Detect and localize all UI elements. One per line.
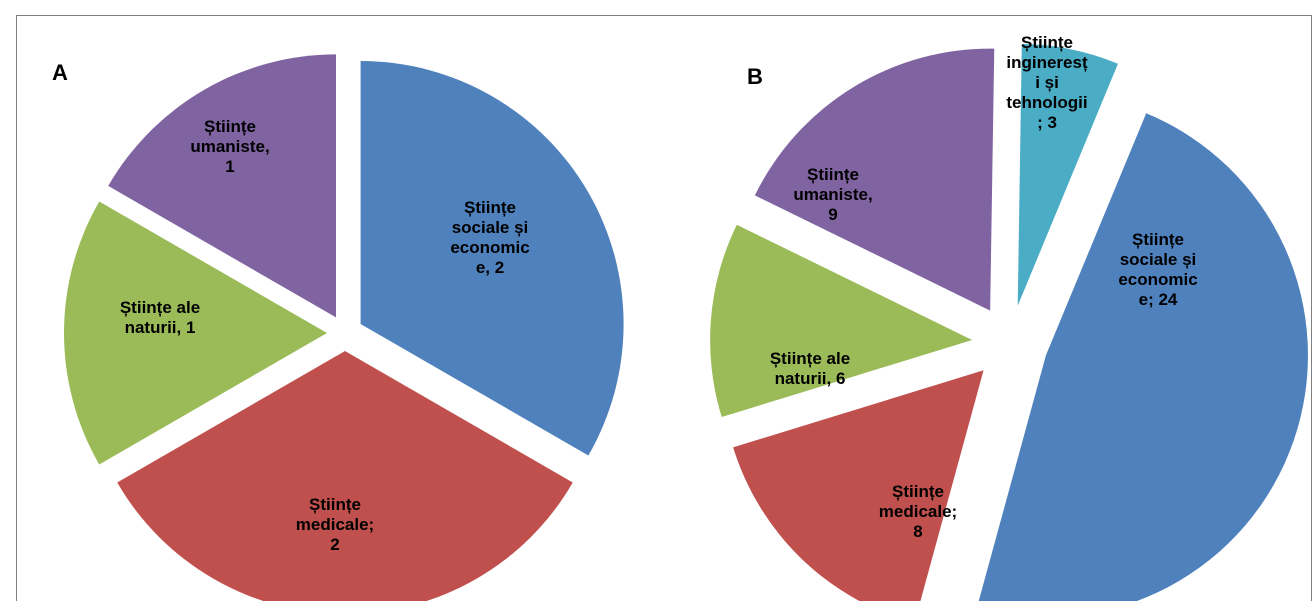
slice-label: Științe ale naturii, 1 [120,298,200,337]
panel-letter-b: B [747,64,763,89]
slice-label-line: medicale; [879,502,957,521]
slice-label: Științe sociale și economic e, 2 [450,198,529,277]
slice-label-line: 2 [330,535,339,554]
slice-label-line: Științe ale [770,349,850,368]
slice-label-line: umaniste, [793,185,872,204]
slice-label: Științe ingineresț i și tehnologii; 3 [1006,33,1088,132]
panel-letter-a: A [52,60,68,85]
slice-label-line: 9 [828,205,837,224]
pie-slice [108,54,336,318]
slice-label-line: naturii, 1 [125,318,196,337]
slice-label: Științe medicale; 8 [879,482,957,541]
slice-label: Științe ale naturii, 6 [770,349,850,388]
slice-label-line: economic [1118,270,1197,289]
slice-label-line: tehnologii [1006,93,1087,112]
pie-slice [978,113,1308,601]
slice-label-line: ingineresț [1006,53,1088,72]
slice-label-line: economic [450,238,529,257]
slice-label: Științe umaniste, 1 [190,117,269,176]
pie-slice [754,48,995,311]
slice-label-line: sociale și [452,218,529,237]
slice-label: Științe sociale și economic e; 24 [1118,230,1197,309]
slice-label-line: Științe [1021,33,1073,52]
pie-slice [1017,43,1118,306]
pie-slice [360,61,624,456]
figure-frame [16,15,1312,601]
slice-label-line: Științe [309,495,361,514]
slice-label-line: Științe [807,165,859,184]
slice-label-line: 1 [225,157,234,176]
pie-slice [710,224,973,418]
slice-label-line: umaniste, [190,137,269,156]
slice-label-line: sociale și [1120,250,1197,269]
slice-label-line: ; 3 [1037,113,1057,132]
slice-label-line: naturii, 6 [775,369,846,388]
slice-label-line: medicale; [296,515,374,534]
slice-label-line: 8 [913,522,922,541]
pie-slice [733,370,984,601]
slice-label-line: Științe [464,198,516,217]
slice-label-line: i și [1035,73,1059,92]
pie-slice [63,201,327,465]
slice-label: Științe medicale; 2 [296,495,374,554]
slice-label-line: e; 24 [1139,290,1178,309]
slice-label-line: e, 2 [476,258,504,277]
pie-slice [117,351,573,601]
slice-label: Științe umaniste, 9 [793,165,872,224]
slice-label-line: Științe [892,482,944,501]
slice-label-line: Științe ale [120,298,200,317]
slice-label-line: Științe [1132,230,1184,249]
slice-label-line: Științe [204,117,256,136]
